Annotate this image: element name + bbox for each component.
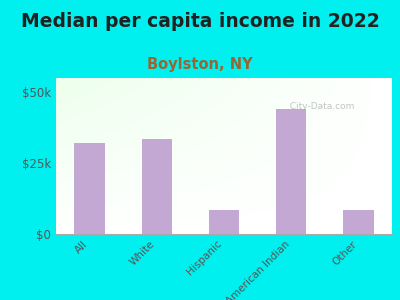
Bar <box>142 139 172 234</box>
Bar <box>343 210 374 234</box>
Text: Median per capita income in 2022: Median per capita income in 2022 <box>21 12 379 31</box>
Text: City-Data.com: City-Data.com <box>284 102 355 111</box>
Bar <box>276 109 306 234</box>
Bar <box>209 210 239 234</box>
Text: Boylston, NY: Boylston, NY <box>147 57 253 72</box>
Bar <box>74 143 105 234</box>
